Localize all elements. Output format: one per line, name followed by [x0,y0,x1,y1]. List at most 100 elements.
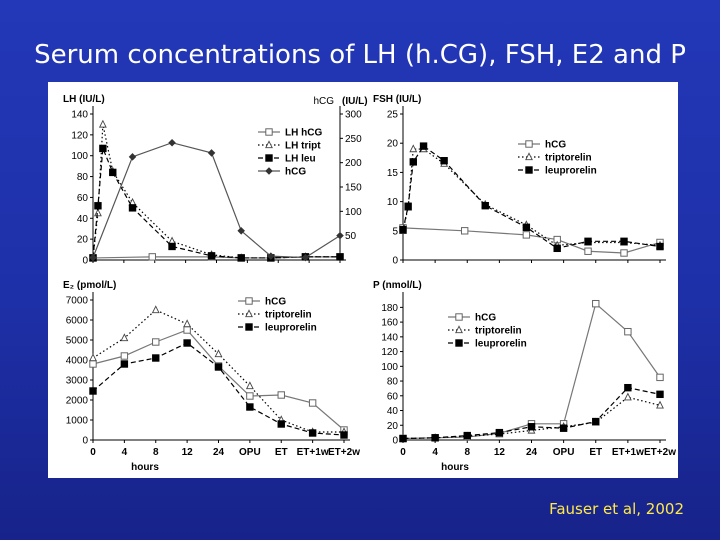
y-axis-label: P (nmol/L) [373,280,422,291]
y-tick-label: 120 [71,130,88,141]
y-tick-label: 20 [387,421,399,432]
data-point [592,417,600,426]
data-point [399,434,407,443]
legend-marker [245,297,253,305]
data-point [89,253,97,262]
x-tick-label: ET [275,447,288,458]
data-point [336,253,344,261]
x-tick-label: 8 [153,447,159,458]
y-tick-label: 3000 [66,376,89,387]
x-tick-label: 8 [464,447,470,458]
data-point [99,144,107,153]
y-axis-label: E₂ (pmol/L) [63,280,116,291]
data-point [168,242,176,251]
data-point [128,153,137,161]
legend-marker [525,166,533,174]
data-point [94,208,102,217]
data-point [409,144,418,153]
legend-label: hCG [285,167,306,178]
x-tick-label: 24 [213,447,225,458]
data-point [656,242,664,251]
data-point [152,354,160,362]
y-axis-label: LH (IU/L) [63,94,105,105]
data-point [89,387,97,395]
data-point [419,142,428,150]
y-tick-label: 20 [387,139,399,150]
legend-label: hCG [545,140,566,151]
legend-label: LH leu [285,154,316,165]
legend-marker [265,154,273,162]
legend-marker [525,140,533,148]
data-point [89,353,97,362]
y-tick-label: 1000 [66,416,89,427]
y2-tick-label: 200 [345,158,362,169]
legend-marker [455,325,463,334]
data-point [527,423,536,431]
data-point [584,237,592,246]
legend-marker [265,167,273,175]
x-tick-label: 0 [90,447,96,458]
series-line-hcg [92,329,345,431]
data-point [94,202,102,210]
data-point [148,253,156,261]
x-tick-label: 12 [182,447,194,458]
y-tick-label: 120 [381,347,398,358]
legend-label: LH hCG [285,128,322,139]
data-point [301,253,310,262]
legend-marker [455,339,463,347]
y-tick-label: 100 [71,151,88,162]
data-point [246,392,254,400]
data-point [308,429,317,437]
x-tick-label: ET+2w [644,447,676,458]
data-point [559,424,568,432]
data-point [214,363,223,371]
legend-label: leuprorelin [265,323,317,334]
x-tick-label: 4 [432,447,438,458]
y-tick-label: 40 [387,406,399,417]
legend-marker [525,152,533,161]
y-tick-label: 140 [381,332,398,343]
data-point [624,383,632,392]
data-point [151,305,160,314]
data-point [214,349,223,358]
y-tick-label: 0 [82,436,88,447]
legend-label: leuprorelin [545,166,597,177]
data-point [522,223,531,231]
legend-label: LH tript [285,141,321,152]
series-line-lh-leu [92,148,340,259]
data-point [120,360,129,368]
data-point [183,339,191,347]
x-tick-label: 12 [494,447,506,458]
legend-marker [245,309,253,318]
data-point [623,392,632,401]
legend-label: triptorelin [545,153,592,164]
y-tick-label: 5000 [66,336,89,347]
data-point [98,119,107,128]
legend-label: hCG [265,297,286,308]
data-point [431,434,439,442]
data-point [277,420,285,428]
x-tick-label: ET [589,447,602,458]
data-point [183,319,192,328]
data-point [245,381,254,390]
y-tick-label: 25 [387,110,399,121]
series-line-lh-tript [92,124,340,259]
x-tick-label: OPU [553,447,575,458]
y-tick-label: 80 [387,377,399,388]
x-tick-label: OPU [239,447,261,458]
data-point [522,231,531,239]
data-point [120,352,129,360]
y-tick-label: 40 [77,214,89,225]
data-point [481,201,489,210]
data-point [495,428,504,437]
y-tick-label: 160 [381,318,398,329]
legend-label: triptorelin [265,310,312,321]
data-point [463,431,471,440]
y-tick-label: 5 [392,226,398,237]
y-tick-label: 180 [381,303,398,314]
y-tick-label: 60 [77,193,89,204]
y2-tick-label: 50 [345,231,357,242]
legend-marker [265,128,273,136]
citation: Fauser et al, 2002 [549,500,684,518]
